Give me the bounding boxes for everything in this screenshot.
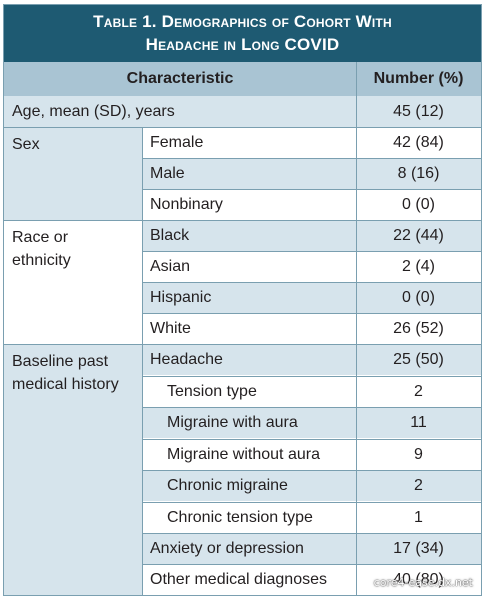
divider: [142, 407, 481, 408]
row-label: Black: [150, 227, 190, 244]
row-label: Chronic tension type: [167, 509, 313, 526]
group-label-history: Baseline past medical history: [4, 344, 142, 595]
divider: [142, 251, 481, 252]
row-value: 22 (44): [393, 227, 444, 244]
row-label: Headache: [150, 351, 223, 368]
row-value: 40 (80): [393, 571, 444, 588]
divider: [142, 470, 481, 471]
row-value: 42 (84): [393, 134, 444, 151]
divider: [142, 439, 481, 440]
row-label: Hispanic: [150, 289, 212, 306]
row-label: Tension type: [167, 383, 257, 400]
divider: [142, 502, 481, 503]
row-value: 2 (4): [402, 258, 435, 275]
divider: [4, 344, 481, 345]
divider: [142, 376, 481, 377]
table-title: Table 1. Demographics of Cohort With Hea…: [4, 5, 481, 62]
table-title-lead: Table 1.: [93, 12, 157, 31]
group-history-line2: medical history: [12, 376, 119, 393]
header-number: Number (%): [373, 70, 464, 87]
header-characteristic: Characteristic: [126, 70, 234, 87]
group-history-line1: Baseline past: [12, 353, 109, 370]
group-race-line2: ethnicity: [12, 252, 71, 269]
demographics-table: Table 1. Demographics of Cohort With Hea…: [3, 4, 482, 596]
group-label-sex: Sex: [4, 127, 142, 220]
divider: [142, 158, 481, 159]
row-value: 17 (34): [393, 540, 444, 557]
group-sex-text: Sex: [12, 136, 40, 153]
row-label: Female: [150, 134, 204, 151]
divider: [142, 313, 481, 314]
row-value: 1: [414, 509, 423, 526]
row-value: 2: [414, 477, 423, 494]
age-value: 45 (12): [393, 103, 444, 120]
row-value: 2: [414, 383, 423, 400]
table-header-row: Characteristic Number (%): [4, 62, 481, 96]
row-value: 8 (16): [397, 165, 440, 182]
row-value: 9: [414, 446, 423, 463]
table-title-line2: Headache in Long COVID: [145, 35, 340, 54]
row-label: Nonbinary: [150, 196, 223, 213]
table-row-age: Age, mean (SD), years 45 (12): [4, 96, 481, 127]
row-value: 25 (50): [393, 351, 444, 368]
divider: [4, 127, 481, 128]
divider: [142, 127, 143, 595]
row-value: 11: [410, 414, 427, 431]
row-label: Male: [150, 165, 185, 182]
row-label: Chronic migraine: [167, 477, 288, 494]
row-label: Migraine without aura: [167, 446, 320, 463]
row-label: Migraine with aura: [167, 414, 298, 431]
group-label-race: Race or ethnicity: [4, 220, 142, 344]
divider: [4, 220, 481, 221]
divider: [142, 533, 481, 534]
group-race-line1: Race or: [12, 229, 69, 246]
divider: [356, 62, 357, 595]
row-value: 26 (52): [393, 320, 444, 337]
row-label: Other medical diagnoses: [150, 571, 327, 588]
row-label: Asian: [150, 258, 191, 275]
divider: [142, 564, 481, 565]
age-label: Age, mean (SD), years: [12, 103, 175, 120]
row-value: 0 (0): [402, 196, 435, 213]
row-label: Anxiety or depression: [150, 540, 304, 557]
table-title-rest: Demographics of Cohort With: [161, 12, 392, 31]
row-label: White: [150, 320, 191, 337]
watermark-text: core4-ease.dx.net: [373, 576, 473, 589]
row-value: 0 (0): [402, 289, 435, 306]
divider: [142, 189, 481, 190]
divider: [142, 282, 481, 283]
